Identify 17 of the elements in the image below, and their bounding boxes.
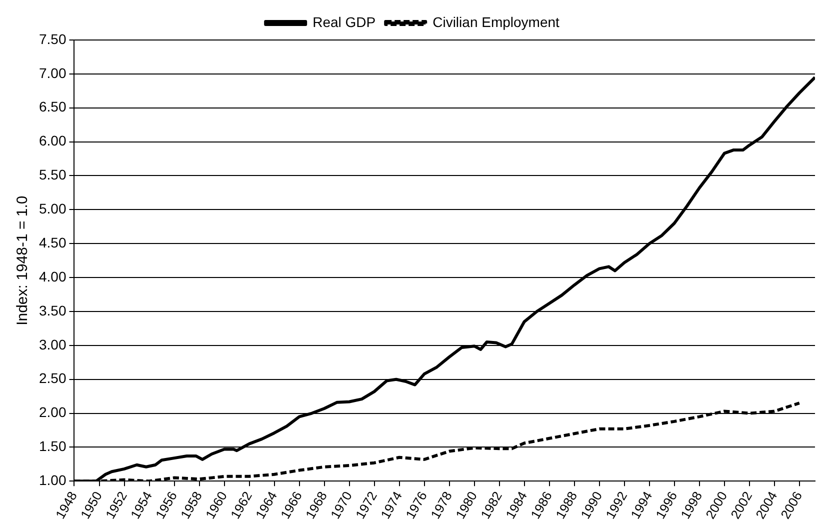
y-tick-label: 4.00 (39, 268, 66, 284)
y-tick-label: 4.50 (39, 234, 66, 250)
legend-label: Civilian Employment (432, 14, 560, 30)
y-tick-label: 6.00 (39, 132, 66, 149)
legend-label: Real GDP (312, 14, 376, 30)
y-tick-label: 2.50 (39, 370, 66, 386)
y-tick-label: 7.00 (39, 64, 66, 81)
y-tick-label: 2.00 (39, 404, 66, 420)
y-tick-label: 3.50 (39, 302, 66, 318)
y-tick-label: 1.50 (39, 438, 66, 454)
y-tick-label: 5.50 (39, 166, 66, 183)
y-tick-label: 7.50 (39, 30, 66, 47)
y-tick-label: 6.50 (39, 98, 66, 115)
y-tick-label: 1.00 (39, 472, 66, 488)
y-axis-title: Index: 1948-1 = 1.0 (14, 196, 32, 326)
y-tick-label: 5.00 (39, 200, 66, 217)
y-tick-label: 3.00 (39, 336, 66, 352)
